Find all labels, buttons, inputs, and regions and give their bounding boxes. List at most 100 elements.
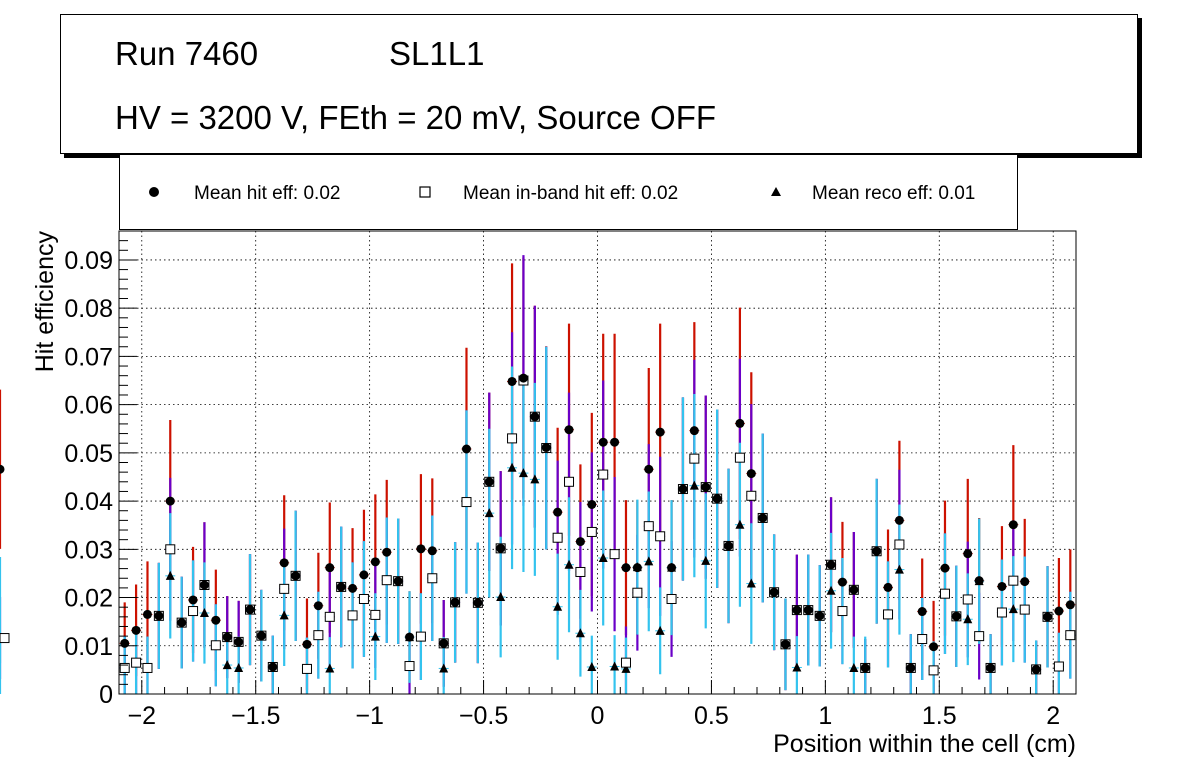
hit-eff-point [291, 571, 301, 581]
layer-label: SL1L1 [389, 35, 485, 72]
inband-eff-point [564, 476, 575, 487]
hit-eff-point [587, 499, 597, 509]
inband-eff-point [552, 532, 563, 543]
inband-eff-point [347, 610, 358, 621]
hit-eff-point [496, 543, 506, 553]
reco-eff-point [575, 628, 585, 638]
hit-eff-point [0, 464, 5, 474]
hit-eff-point [370, 557, 380, 567]
hit-eff-point [1054, 606, 1064, 616]
axes: −2 −1.5 −1 −0.5 0 0.5 1 1.5 2 0 0.01 0.02 0.03 0.04 0.… [64, 230, 1077, 730]
hit-eff-point [234, 637, 244, 647]
reco-eff-point [222, 660, 232, 670]
inband-eff-point [643, 521, 654, 532]
conditions-label: HV = 3200 V, FEth = 20 mV, Source OFF [115, 99, 717, 136]
reco-eff-point [165, 570, 175, 580]
hit-eff-point [724, 541, 734, 551]
grid [119, 231, 1076, 694]
hit-eff-point [1031, 664, 1041, 674]
hit-eff-point [780, 639, 790, 649]
hit-eff-point [348, 583, 358, 593]
inband-eff-point [301, 663, 312, 674]
legend-marker-inband [419, 186, 431, 198]
hit-eff-point [997, 581, 1007, 591]
legend-label-reco: Mean reco eff: 0.01 [812, 183, 976, 204]
hit-eff-point [826, 560, 836, 570]
hit-eff-point [758, 513, 768, 523]
y-tick-label: 0.03 [64, 536, 113, 564]
hit-eff-point [598, 437, 608, 447]
reco-eff-point [564, 559, 574, 569]
inband-eff-point [1053, 661, 1064, 672]
hit-eff-point [188, 595, 198, 605]
run-label: Run 7460 [115, 35, 259, 72]
title-box: Run 7460 SL1L1 HV = 3200 V, FEth = 20 mV… [60, 14, 1138, 154]
inband-eff-point [358, 593, 369, 604]
hit-eff-point [712, 494, 722, 504]
plot-frame [118, 230, 1077, 695]
legend-marker-hit [149, 187, 159, 197]
hit-eff-point [837, 577, 847, 587]
hit-eff-point [461, 444, 471, 454]
reco-eff-point [826, 585, 836, 595]
reco-eff-point [598, 552, 608, 562]
hit-eff-point [815, 611, 825, 621]
hit-eff-point [1065, 600, 1075, 610]
hit-eff-point [325, 563, 335, 573]
y-tick-label: 0.02 [64, 585, 113, 613]
hit-eff-point [268, 662, 278, 672]
reco-eff-point [701, 555, 711, 565]
hit-eff-point [427, 546, 437, 556]
reco-eff-point [199, 607, 209, 617]
error-bars [0, 255, 1076, 694]
y-tick-label: 0.09 [64, 247, 113, 275]
inband-eff-point [507, 433, 518, 444]
hit-eff-point [872, 546, 882, 556]
inband-eff-point [974, 631, 985, 642]
inband-eff-point [939, 588, 950, 599]
reco-eff-point [370, 631, 380, 641]
hit-eff-point [416, 544, 426, 554]
hit-eff-point [393, 576, 403, 586]
hit-eff-point [211, 615, 221, 625]
reco-eff-point [518, 468, 528, 478]
inband-eff-point [1019, 604, 1030, 615]
inband-eff-point [586, 526, 597, 537]
hit-eff-point [405, 632, 415, 642]
inband-eff-point [609, 549, 620, 560]
hit-eff-point [256, 631, 266, 641]
hit-eff-point [165, 496, 175, 506]
hit-eff-point [382, 547, 392, 557]
inband-eff-point [370, 609, 381, 620]
reco-eff-point [234, 662, 244, 672]
inband-eff-point [883, 609, 894, 620]
hit-eff-point [1020, 577, 1030, 587]
inband-eff-point [666, 593, 677, 604]
y-tick-label: 0.08 [64, 295, 113, 323]
hit-eff-point [1008, 520, 1018, 530]
inband-eff-point [837, 606, 848, 617]
inband-eff-point [598, 469, 609, 480]
hit-eff-point [667, 563, 677, 573]
reco-eff-point [496, 592, 506, 602]
hit-eff-point [929, 642, 939, 652]
hit-eff-point [450, 597, 460, 607]
inband-eff-point [142, 662, 153, 673]
hit-eff-point [621, 563, 631, 573]
reco-eff-point [849, 662, 859, 672]
inband-eff-point [165, 544, 176, 555]
reco-eff-point [279, 610, 289, 620]
inband-eff-point [746, 490, 757, 501]
hit-eff-point [792, 605, 802, 615]
hit-eff-point [769, 587, 779, 597]
inband-eff-point [188, 606, 199, 617]
reco-eff-point [735, 519, 745, 529]
y-tick-label: 0 [99, 681, 113, 709]
hit-eff-point [986, 663, 996, 673]
reco-eff-point [530, 474, 540, 484]
hit-eff-point [154, 611, 164, 621]
y-tick-label: 0.06 [64, 392, 113, 420]
inband-eff-point [381, 575, 392, 586]
reco-eff-point [644, 556, 654, 566]
reco-eff-point [1008, 604, 1018, 614]
